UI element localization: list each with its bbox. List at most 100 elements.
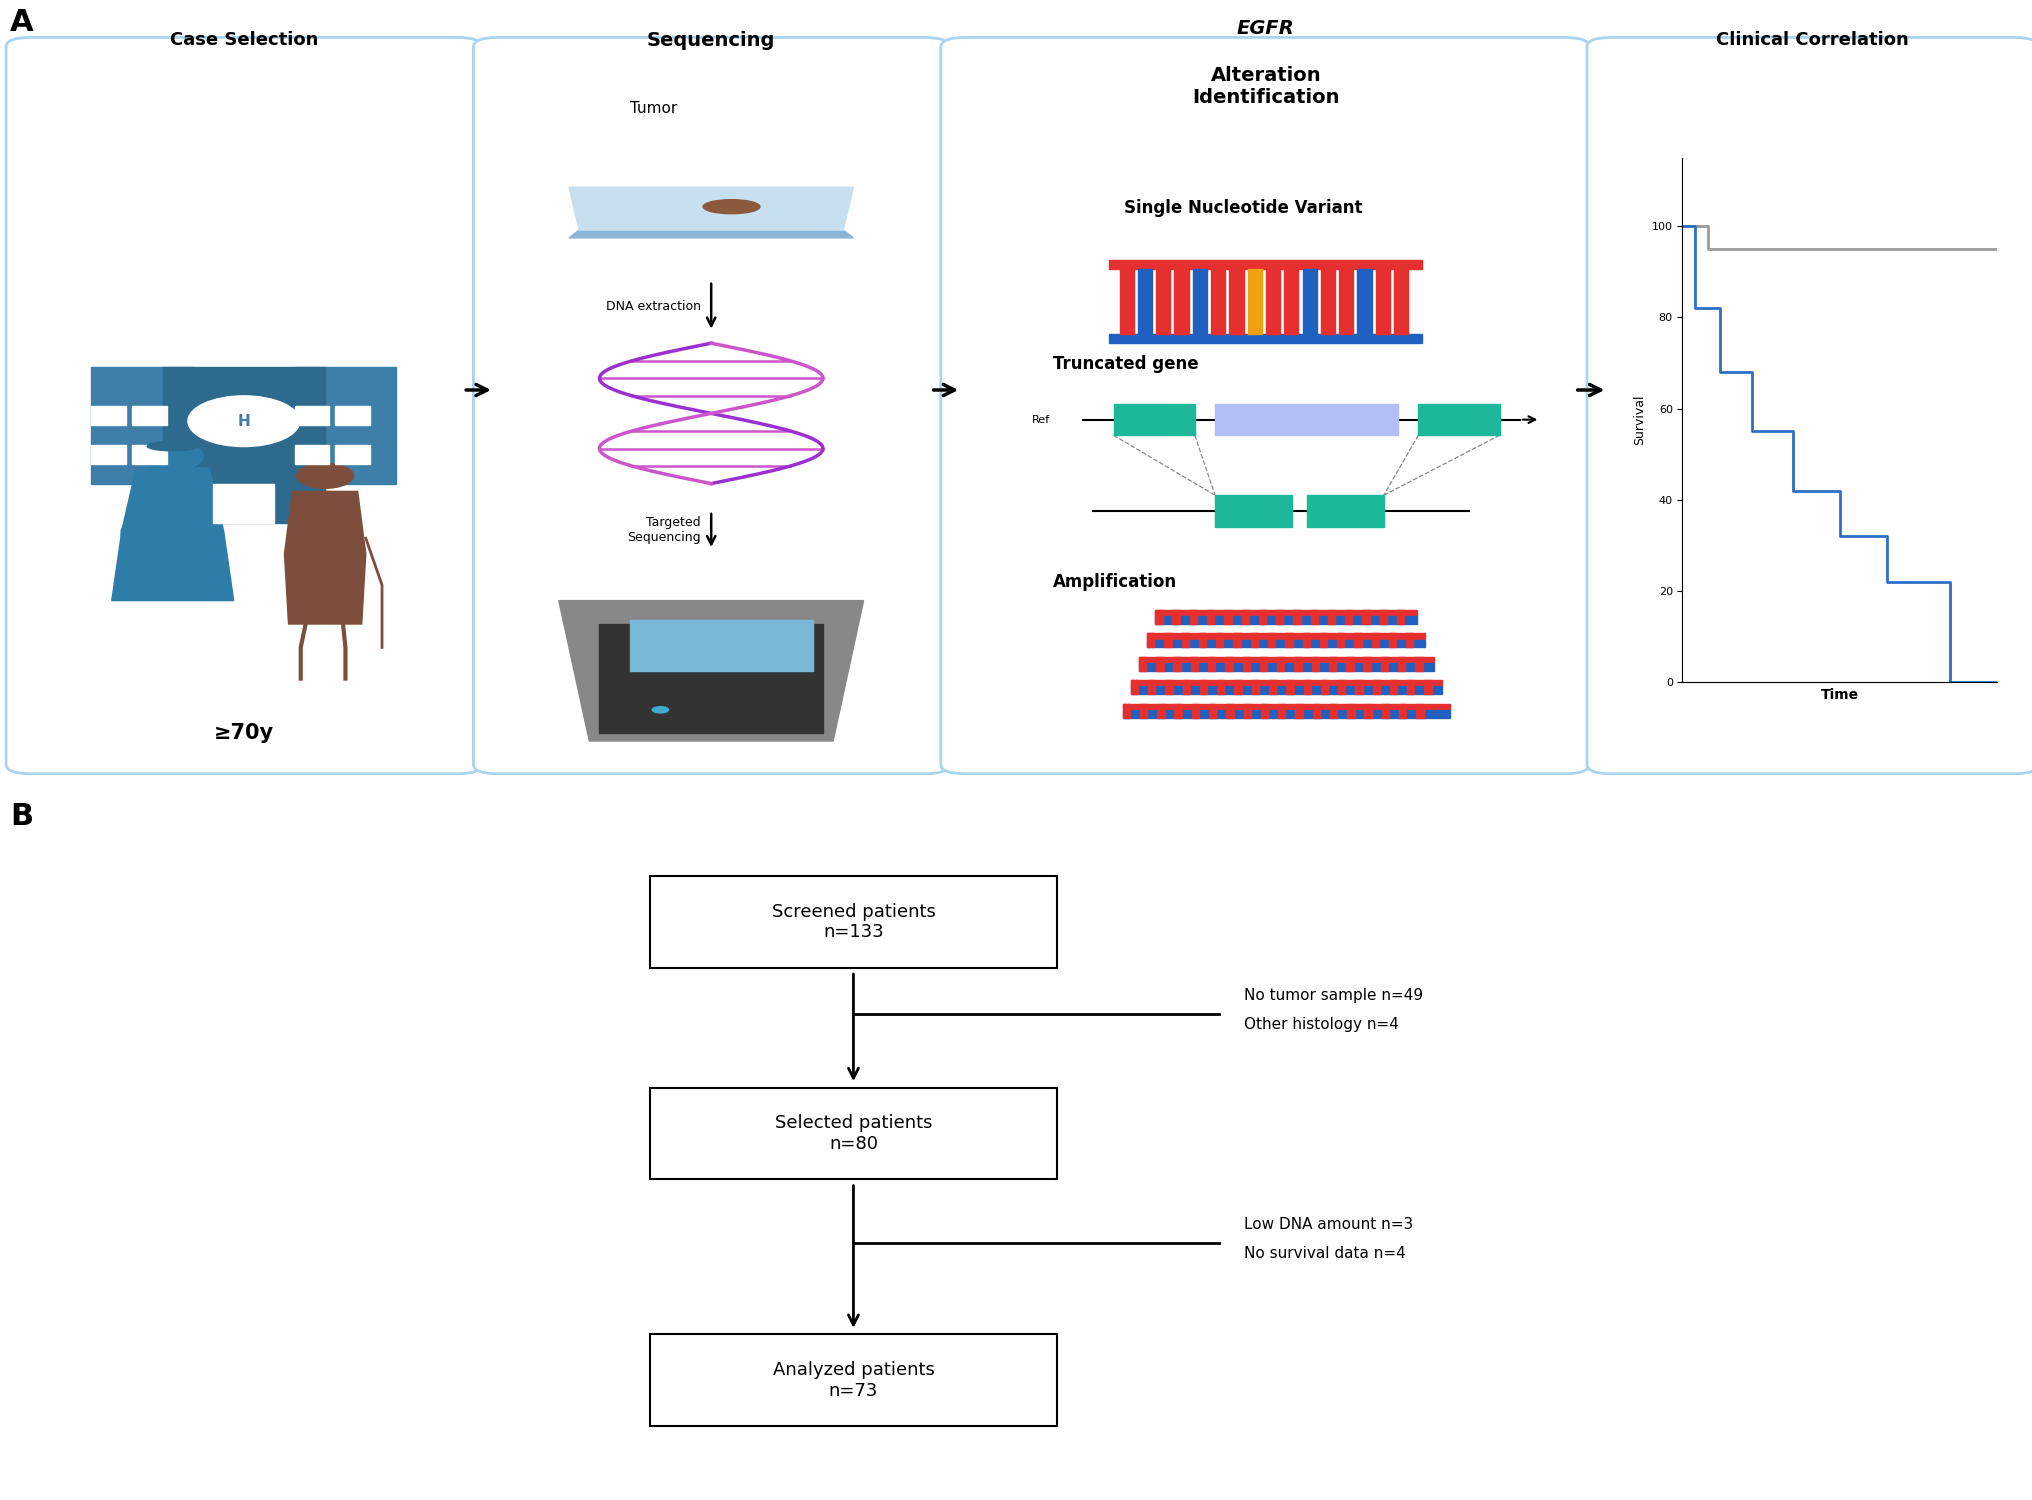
Bar [1294,610,1300,624]
Text: Selected patients
n=80: Selected patients n=80 [774,1114,933,1154]
Y-axis label: Survival: Survival [1634,394,1646,445]
Bar [1174,268,1189,334]
Bar [1199,680,1207,694]
Bar [1382,704,1390,717]
FancyBboxPatch shape [6,38,482,774]
Bar [1355,680,1363,694]
Ellipse shape [187,396,301,447]
Text: Ref: Ref [1032,414,1051,424]
Bar [1109,334,1422,344]
Bar [213,483,274,522]
Bar [1303,633,1311,648]
Bar [1233,633,1242,648]
Bar [1138,268,1152,334]
Bar [1146,639,1426,648]
Bar [335,444,370,464]
Bar [91,405,126,424]
FancyBboxPatch shape [1587,38,2032,774]
Bar [1329,610,1335,624]
Bar [1278,657,1284,670]
Bar [1313,704,1321,717]
Bar [1329,657,1337,670]
Bar [1174,704,1183,717]
Bar [1191,610,1197,624]
Bar [1209,704,1217,717]
Ellipse shape [142,442,203,470]
Bar [1156,657,1164,670]
Bar [650,1088,1057,1179]
Bar [1414,657,1422,670]
Bar [1345,657,1353,670]
Polygon shape [559,600,864,741]
Bar [1174,657,1181,670]
Text: Low DNA amount n=3: Low DNA amount n=3 [1244,1216,1412,1231]
Bar [1418,404,1500,435]
Bar [1148,680,1156,694]
Bar [1376,268,1390,334]
Bar [1339,268,1353,334]
Bar [1122,710,1451,717]
Bar [1416,704,1424,717]
Bar [1183,633,1189,648]
FancyBboxPatch shape [941,38,1589,774]
Bar [1166,680,1172,694]
Ellipse shape [146,441,197,452]
Bar [1260,610,1266,624]
Bar [1374,680,1380,694]
Text: H: H [238,414,250,429]
Bar [1337,680,1345,694]
Text: Tumor: Tumor [630,102,677,117]
Bar [1345,610,1353,624]
Bar [335,405,370,424]
Bar [1363,657,1372,670]
Bar [1244,704,1252,717]
Bar [1286,680,1294,694]
Bar [1122,704,1130,717]
Bar [630,620,813,670]
Bar [1227,704,1233,717]
Bar [1193,268,1207,334]
Bar [1199,633,1207,648]
Bar [1242,610,1250,624]
Text: A: A [10,8,35,38]
Text: Amplification: Amplification [1053,573,1177,591]
Bar [1229,268,1244,334]
Bar [1154,610,1418,615]
Bar [1398,657,1406,670]
Bar [1380,610,1388,624]
Ellipse shape [297,464,354,489]
Bar [1109,260,1422,268]
Bar [1276,610,1284,624]
Bar [1394,268,1408,334]
Bar [295,444,329,464]
Bar [1424,680,1433,694]
Ellipse shape [703,200,760,213]
Bar [1353,633,1361,648]
Polygon shape [112,468,234,600]
Text: DNA extraction: DNA extraction [606,300,701,313]
Bar [1337,633,1345,648]
Text: No tumor sample n=49: No tumor sample n=49 [1244,988,1422,1004]
Text: Screened patients
n=133: Screened patients n=133 [772,903,935,942]
Bar [1307,495,1384,526]
Bar [1225,657,1233,670]
Bar [650,876,1057,968]
Bar [132,405,167,424]
Bar [1321,268,1335,334]
Bar [1347,704,1355,717]
Bar [1252,633,1258,648]
Bar [295,366,396,476]
Bar [1406,633,1414,648]
Bar [1266,268,1280,334]
Bar [1321,633,1327,648]
Bar [1122,704,1451,710]
Bar [1242,657,1250,670]
Bar [1156,268,1170,334]
Bar [1215,633,1223,648]
Bar [1372,633,1380,648]
Bar [1260,657,1268,670]
Bar [1183,680,1191,694]
Bar [1268,680,1276,694]
Bar [1268,633,1276,648]
Bar [295,405,329,424]
